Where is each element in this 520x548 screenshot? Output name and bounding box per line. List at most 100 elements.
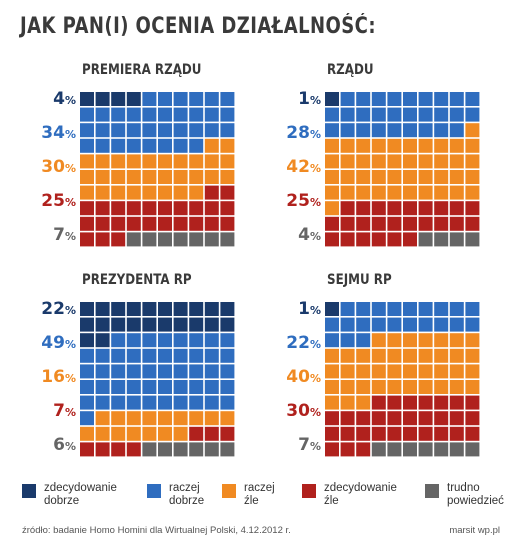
- waffle-cell-zdecydowanie-dobrze: [111, 92, 126, 106]
- waffle-cell-raczej-dobrze: [325, 107, 339, 122]
- waffle-cell-raczej-dobrze: [173, 380, 188, 394]
- waffle-cell-raczej-dobrze: [189, 395, 204, 410]
- waffle-cell-raczej-dobrze: [465, 317, 480, 332]
- pct-label-raczej-zle: 40%: [286, 366, 321, 388]
- waffle-cell-raczej-dobrze: [142, 123, 157, 138]
- waffle-cell-trudno: [449, 232, 464, 247]
- waffle-cell-raczej-zle: [403, 154, 417, 169]
- waffle-cell-trudno: [465, 232, 480, 247]
- pct-sign: %: [64, 196, 76, 209]
- waffle-cell-raczej-zle: [434, 380, 449, 394]
- waffle-cell-raczej-dobrze: [189, 123, 204, 138]
- legend: zdecydowanie dobrze raczej dobrze raczej…: [22, 482, 512, 518]
- pct-label-zdecydowanie-zle: 30%: [286, 400, 321, 422]
- waffle-cell-raczej-zle: [418, 348, 433, 363]
- waffle-cell-raczej-zle: [204, 170, 219, 184]
- pct-sign: %: [64, 440, 76, 453]
- waffle-cell-zdecydowanie-zle: [387, 395, 402, 410]
- waffle-cell-raczej-dobrze: [80, 107, 94, 122]
- waffle-cell-raczej-dobrze: [142, 138, 157, 153]
- waffle-cell-raczej-dobrze: [126, 395, 141, 410]
- waffle-cell-raczej-dobrze: [126, 348, 141, 363]
- waffle-cell-raczej-zle: [387, 333, 402, 348]
- waffle-cell-raczej-dobrze: [387, 302, 402, 316]
- waffle-cell-zdecydowanie-zle: [80, 442, 94, 457]
- waffle-cell-raczej-zle: [325, 364, 339, 379]
- pct-sign: %: [64, 304, 76, 317]
- waffle-cell-raczej-dobrze: [371, 123, 386, 138]
- waffle-cell-raczej-dobrze: [434, 302, 449, 316]
- source-note: źródło: badanie Homo Homini dla Wirtualn…: [22, 525, 291, 536]
- waffle-cell-raczej-zle: [356, 170, 371, 184]
- waffle-cell-trudno: [371, 442, 386, 457]
- waffle-cell-zdecydowanie-dobrze: [173, 302, 188, 316]
- waffle-cell-raczej-dobrze: [158, 348, 172, 363]
- waffle-cell-raczej-dobrze: [158, 364, 172, 379]
- panel-title-prezydenta: PREZYDENTA RP: [82, 272, 192, 288]
- waffle-cell-zdecydowanie-zle: [220, 201, 235, 216]
- waffle-cell-raczej-dobrze: [204, 107, 219, 122]
- waffle-cell-raczej-zle: [387, 380, 402, 394]
- waffle-cell-raczej-dobrze: [173, 395, 188, 410]
- waffle-cell-raczej-dobrze: [173, 333, 188, 348]
- page-title: JAK PAN(I) OCENIA DZIAŁALNOŚĆ:: [20, 14, 376, 39]
- waffle-cell-zdecydowanie-dobrze: [95, 333, 110, 348]
- waffle-cell-raczej-dobrze: [189, 138, 204, 153]
- waffle-cell-zdecydowanie-zle: [220, 426, 235, 441]
- waffle-cell-raczej-zle: [158, 411, 172, 426]
- waffle-cell-zdecydowanie-zle: [111, 201, 126, 216]
- waffle-cell-raczej-zle: [449, 364, 464, 379]
- waffle-cell-raczej-zle: [356, 154, 371, 169]
- waffle-cell-raczej-dobrze: [173, 364, 188, 379]
- waffle-cell-raczej-zle: [418, 333, 433, 348]
- waffle-cell-zdecydowanie-zle: [80, 216, 94, 231]
- waffle-cell-raczej-zle: [418, 154, 433, 169]
- waffle-cell-zdecydowanie-zle: [356, 426, 371, 441]
- waffle-cell-raczej-dobrze: [80, 411, 94, 426]
- waffle-cell-zdecydowanie-zle: [142, 201, 157, 216]
- pct-sign: %: [64, 372, 76, 385]
- waffle-cell-zdecydowanie-dobrze: [189, 302, 204, 316]
- waffle-cell-raczej-dobrze: [80, 138, 94, 153]
- panel-sejmu: SEJMU RP 1% 22% 40% 30% 7%: [255, 272, 495, 472]
- waffle-cell-raczej-dobrze: [158, 395, 172, 410]
- waffle-cell-zdecydowanie-zle: [95, 216, 110, 231]
- waffle-cell-raczej-zle: [189, 185, 204, 200]
- waffle-cell-raczej-zle: [449, 170, 464, 184]
- waffle-cell-raczej-zle: [340, 364, 355, 379]
- waffle-cell-zdecydowanie-dobrze: [325, 302, 339, 316]
- waffle-cell-zdecydowanie-zle: [434, 216, 449, 231]
- waffle-grid-rzadu: [325, 92, 480, 247]
- waffle-cell-raczej-zle: [449, 154, 464, 169]
- waffle-cell-raczej-zle: [126, 185, 141, 200]
- waffle-cell-zdecydowanie-zle: [418, 395, 433, 410]
- waffle-cell-raczej-dobrze: [340, 107, 355, 122]
- waffle-cell-raczej-zle: [434, 364, 449, 379]
- waffle-cell-zdecydowanie-zle: [434, 395, 449, 410]
- waffle-cell-raczej-dobrze: [387, 123, 402, 138]
- waffle-cell-raczej-zle: [158, 426, 172, 441]
- waffle-cell-raczej-dobrze: [371, 92, 386, 106]
- waffle-cell-raczej-dobrze: [220, 364, 235, 379]
- pct-value: 28: [286, 123, 310, 143]
- waffle-cell-raczej-zle: [465, 364, 480, 379]
- waffle-cell-raczej-dobrze: [325, 317, 339, 332]
- waffle-cell-raczej-dobrze: [204, 364, 219, 379]
- waffle-cell-raczej-dobrze: [111, 333, 126, 348]
- waffle-cell-raczej-dobrze: [158, 92, 172, 106]
- waffle-cell-raczej-dobrze: [340, 92, 355, 106]
- waffle-cell-raczej-dobrze: [173, 138, 188, 153]
- waffle-cell-trudno: [173, 442, 188, 457]
- panel-prezydenta: PREZYDENTA RP 22% 49% 16% 7% 6%: [10, 272, 250, 472]
- waffle-cell-raczej-dobrze: [204, 333, 219, 348]
- pct-value: 1: [298, 299, 310, 319]
- waffle-cell-raczej-zle: [449, 380, 464, 394]
- waffle-cell-raczej-zle: [356, 348, 371, 363]
- waffle-cell-raczej-dobrze: [142, 380, 157, 394]
- waffle-grid-premiera: [80, 92, 235, 247]
- waffle-cell-raczej-zle: [111, 426, 126, 441]
- legend-swatch: [222, 484, 236, 498]
- panel-premiera: PREMIERA RZĄDU 4% 34% 30% 25% 7%: [10, 62, 250, 262]
- waffle-cell-raczej-zle: [465, 333, 480, 348]
- waffle-cell-trudno: [204, 442, 219, 457]
